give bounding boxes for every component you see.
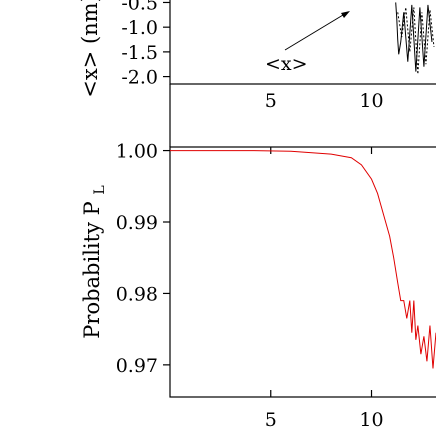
bottom-xtick-label: 5 bbox=[265, 409, 277, 431]
bottom-panel: 1.00 0.99 0.98 0.97 5 5 10 10 Probability P L bbox=[80, 84, 436, 431]
bottom-ytick-label: 1.00 bbox=[116, 141, 158, 163]
annotation-arrowhead bbox=[341, 11, 350, 18]
top-ytick-label: -0.5 bbox=[121, 0, 158, 14]
bottom-ytick-label: 0.98 bbox=[116, 283, 158, 305]
top-ytick-label: -1.5 bbox=[121, 42, 158, 64]
top-series-dashed bbox=[397, 7, 435, 75]
bottom-ylabel-subscript: L bbox=[92, 185, 108, 194]
top-series-solid bbox=[395, 2, 433, 72]
top-ylabel: <x> (nm) bbox=[78, 0, 102, 98]
middle-xtick-label: 10 bbox=[359, 90, 383, 112]
probability-series bbox=[170, 150, 436, 369]
bottom-xtick-label: 10 bbox=[359, 409, 383, 431]
bottom-frame bbox=[169, 146, 436, 398]
top-ytick-label: -2.0 bbox=[121, 67, 158, 89]
bottom-ylabel: Probability P L bbox=[80, 185, 108, 338]
top-annotation: <x> bbox=[265, 53, 308, 75]
bottom-ytick-label: 0.99 bbox=[116, 212, 158, 234]
top-ytick-label: -1.0 bbox=[121, 17, 158, 39]
bottom-ytick-label: 0.97 bbox=[116, 355, 158, 377]
middle-xtick-label: 5 bbox=[265, 90, 277, 112]
annotation-arrow bbox=[284, 11, 349, 51]
top-panel: -0.5 -1.0 -1.5 -2.0 <x> (nm) <x> bbox=[78, 0, 436, 98]
top-frame bbox=[169, 0, 436, 85]
